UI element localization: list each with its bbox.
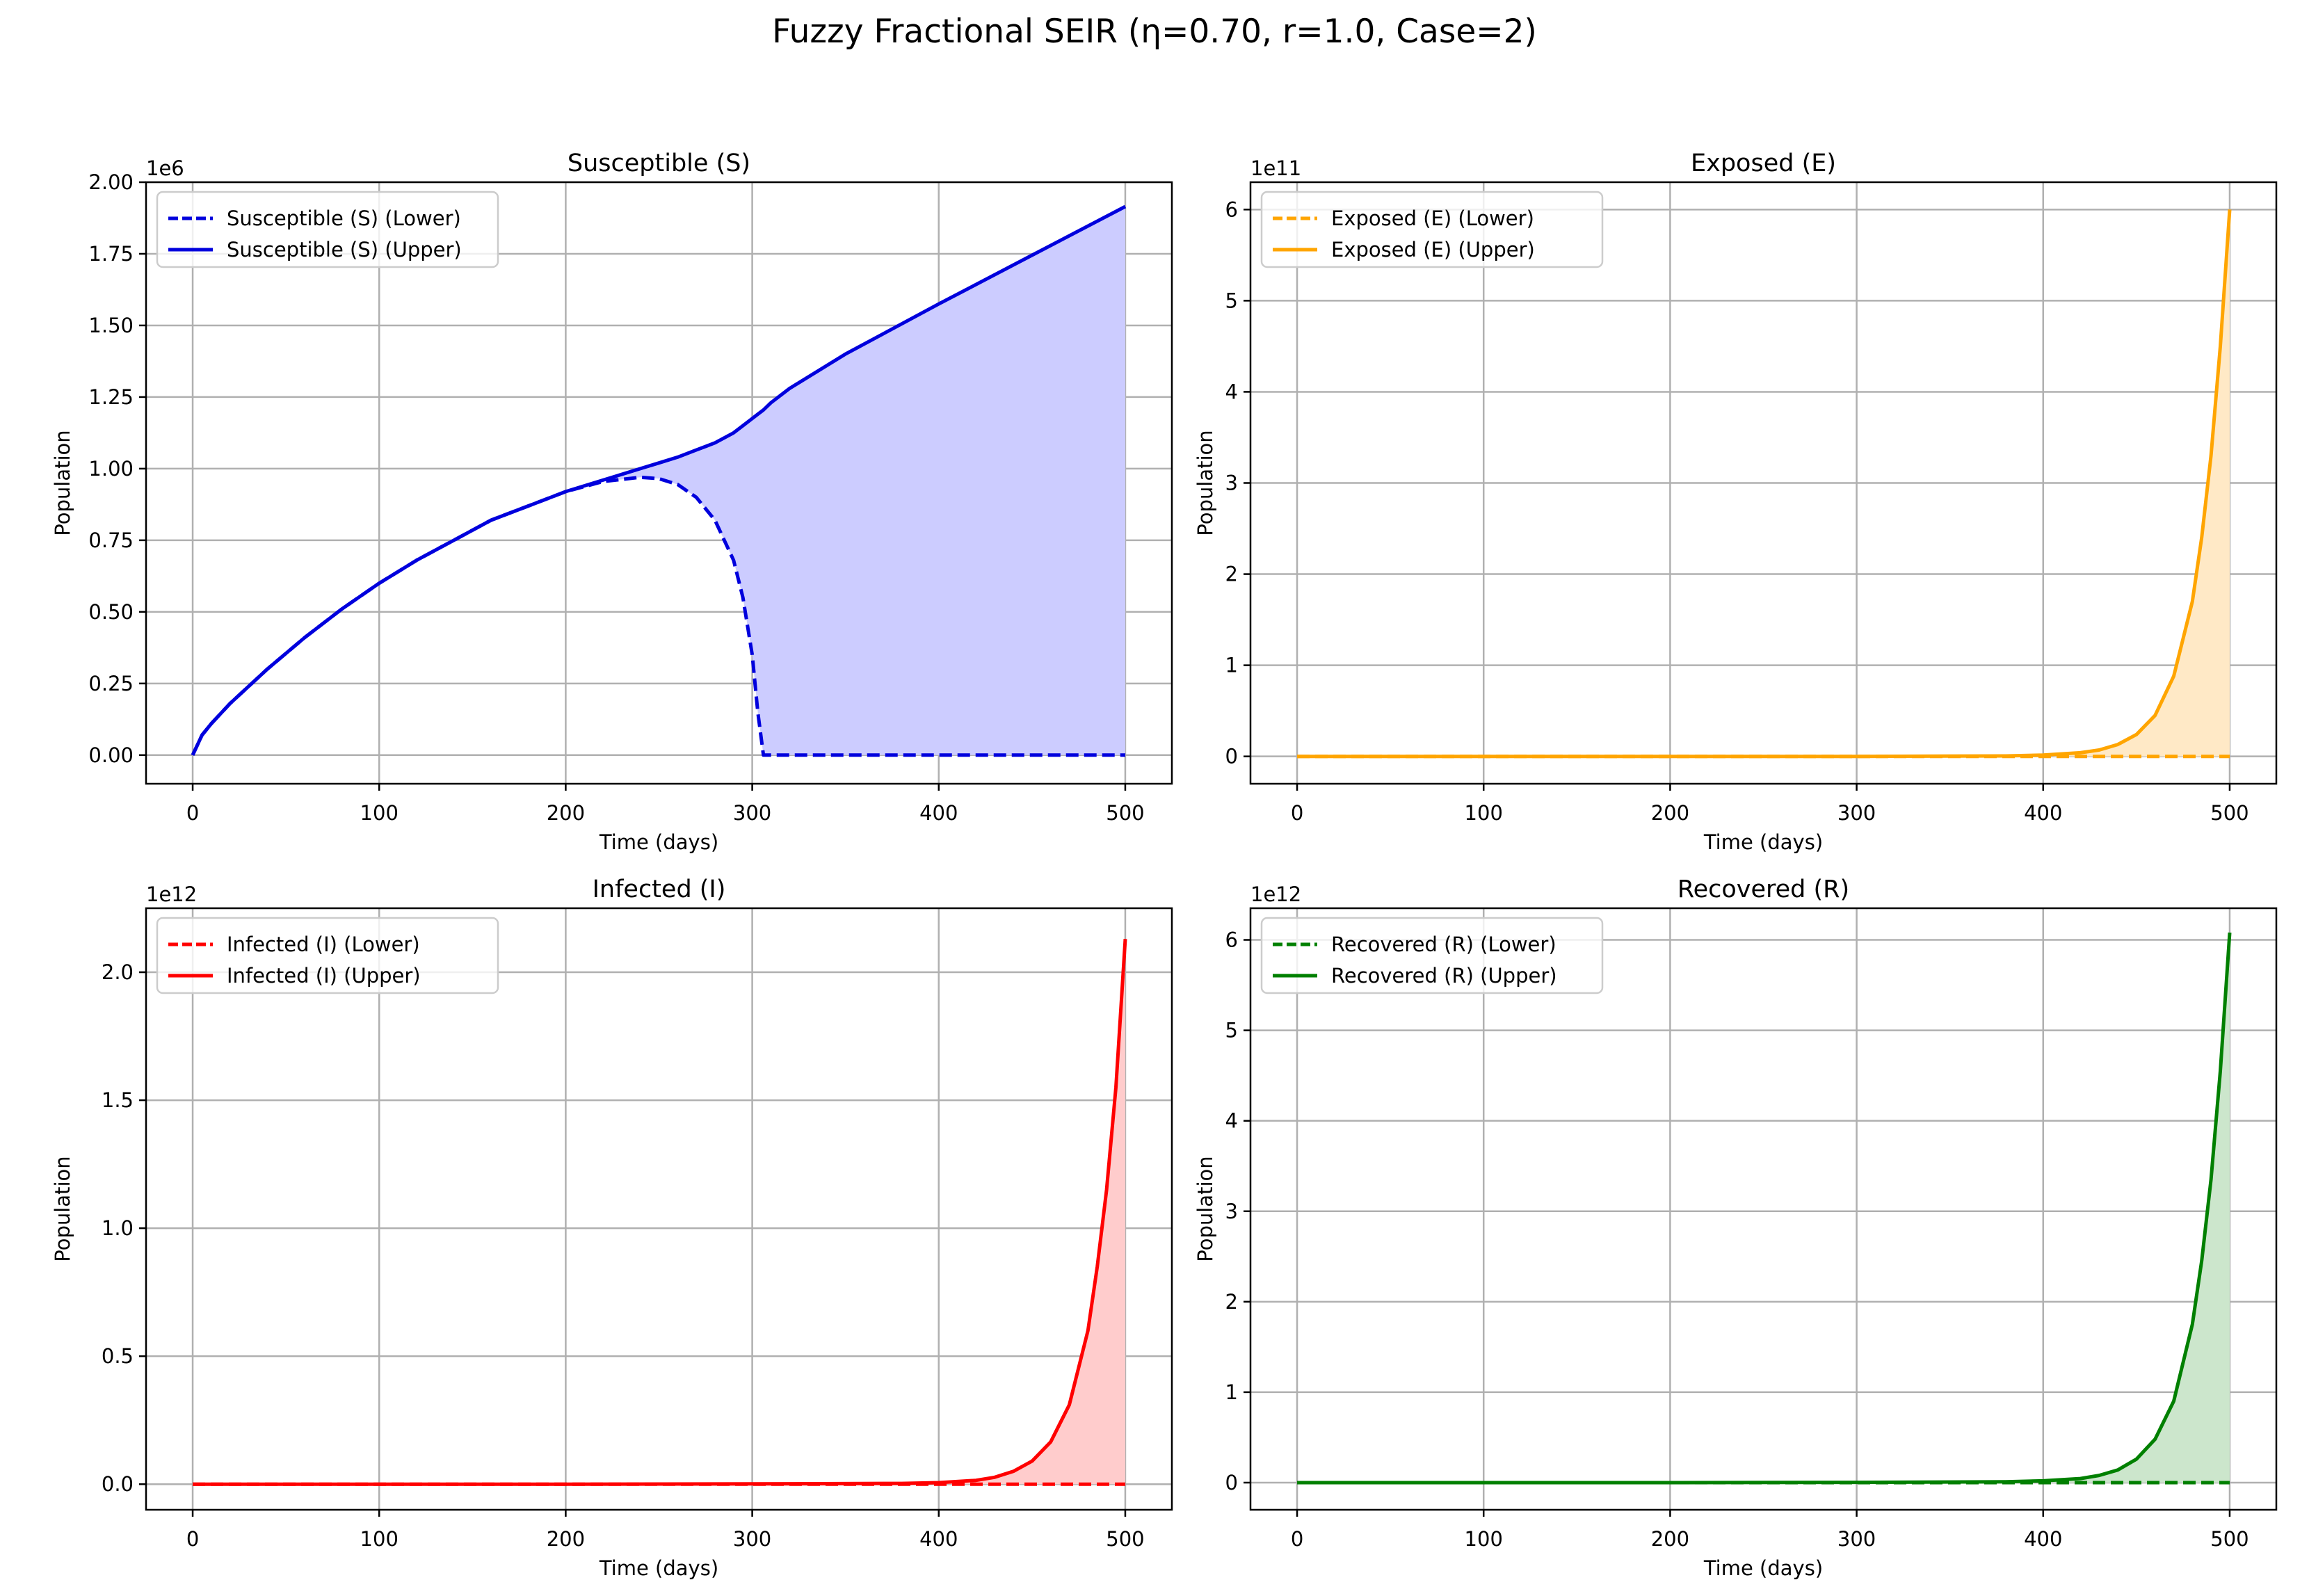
x-tick-label: 300 [733,1527,771,1551]
legend: Susceptible (S) (Lower) Susceptible (S) (… [156,191,499,268]
panel-1: 0 100 200 300 400 500 0.00 0.25 0.50 0.75 1.00 1.25… [51,150,1173,854]
legend: Recovered (R) (Lower) Recovered (R) (Uppe… [1260,917,1604,994]
figure-title: Fuzzy Fractional SEIR (η=0.70, r=1.0, Ca… [772,13,1537,51]
y-tick-label: 0 [1225,1471,1238,1494]
axes-frame [145,907,1173,1511]
x-axis-label: Time (days) [1703,830,1823,854]
x-tick-label: 400 [2024,1527,2062,1551]
x-tick-label: 100 [1465,1527,1503,1551]
y-tick-label: 3 [1225,1200,1238,1223]
x-tick-label: 0 [186,1527,199,1551]
axis-offset-text: 1e11 [1250,156,1301,180]
x-tick-label: 200 [1651,801,1689,825]
y-tick-label: 1.25 [88,385,134,409]
axes-frame [145,181,1173,785]
axis-offset-text: 1e6 [146,156,184,180]
y-tick-label: 1.75 [88,242,134,266]
x-tick-label: 300 [733,801,771,825]
y-tick-label: 3 [1225,471,1238,495]
x-tick-label: 400 [919,1527,958,1551]
y-tick-label: 6 [1225,198,1238,221]
fill-between-band [193,939,1125,1485]
y-axis-label: Population [51,1156,74,1262]
y-tick-label: 5 [1225,289,1238,312]
panel-2: 0 100 200 300 400 500 0 1 2 3 4 5 6 1e11 Exposed (E) Ti… [1193,150,2278,854]
x-axis-label: Time (days) [1703,1556,1823,1580]
x-tick-label: 500 [2210,1527,2248,1551]
x-tick-label: 0 [186,801,199,825]
y-tick-label: 0.5 [102,1344,134,1368]
legend-box [156,191,499,268]
legend: Infected (I) (Lower) Infected (I) (Upper) [156,917,499,994]
fill-between-band [193,207,1125,755]
panel-title: Infected (I) [593,876,726,903]
x-axis-label: Time (days) [599,1556,718,1580]
y-tick-label: 0.25 [88,672,134,695]
x-tick-label: 500 [2210,801,2248,825]
axis-offset-text: 1e12 [1250,882,1301,906]
y-axis-label: Population [1193,1156,1217,1262]
axes-frame [1249,907,2278,1511]
y-tick-label: 1.5 [102,1088,134,1112]
x-tick-label: 400 [2024,801,2062,825]
y-tick-label: 5 [1225,1019,1238,1042]
x-tick-label: 100 [1465,801,1503,825]
legend-label: Susceptible (S) (Upper) [227,238,462,261]
panel-title: Exposed (E) [1691,150,1836,177]
series-line-upper [1297,932,2232,1485]
x-tick-label: 100 [360,801,399,825]
legend: Exposed (E) (Lower) Exposed (E) (Upper) [1260,191,1604,268]
y-tick-label: 2.0 [102,960,134,984]
legend-label: Exposed (E) (Lower) [1331,207,1534,230]
y-axis-label: Population [51,430,74,535]
y-tick-label: 0 [1225,745,1238,768]
panel-title: Recovered (R) [1678,876,1849,903]
y-tick-label: 1 [1225,654,1238,677]
x-tick-label: 0 [1291,801,1303,825]
x-tick-label: 0 [1291,1527,1303,1551]
x-tick-label: 300 [1837,1527,1876,1551]
legend-box [1260,191,1604,268]
panel-3: 0 100 200 300 400 500 0.0 0.5 1.0 1.5 2.0 1e12 Infec… [51,876,1173,1580]
x-tick-label: 200 [547,801,585,825]
legend-label: Susceptible (S) (Lower) [227,207,461,230]
axis-offset-text: 1e12 [146,882,197,906]
legend-label: Recovered (R) (Lower) [1331,933,1556,956]
y-tick-label: 4 [1225,1109,1238,1133]
y-axis-label: Population [1193,430,1217,535]
x-tick-label: 200 [547,1527,585,1551]
x-tick-label: 400 [919,801,958,825]
x-tick-label: 200 [1651,1527,1689,1551]
x-tick-label: 500 [1106,1527,1144,1551]
x-tick-label: 300 [1837,801,1876,825]
y-tick-label: 0.75 [88,529,134,552]
y-tick-label: 2 [1225,1290,1238,1314]
y-tick-label: 1.00 [88,457,134,481]
y-tick-label: 1.0 [102,1216,134,1240]
series-line-upper [193,939,1127,1486]
y-tick-label: 4 [1225,380,1238,403]
x-axis-label: Time (days) [599,830,718,854]
y-tick-label: 2.00 [88,170,134,194]
y-tick-label: 6 [1225,928,1238,952]
legend-label: Exposed (E) (Upper) [1331,238,1535,261]
fill-between-band [1297,933,2230,1483]
legend-box [1260,917,1604,994]
legend-label: Infected (I) (Upper) [227,964,421,988]
y-tick-label: 1 [1225,1380,1238,1404]
panel-4: 0 100 200 300 400 500 0 1 2 3 4 5 6 1e12 Recovered (R)… [1193,876,2278,1580]
y-tick-label: 0.0 [102,1472,134,1496]
series-line-lower [191,475,1125,757]
x-tick-label: 100 [360,1527,399,1551]
y-tick-label: 1.50 [88,314,134,337]
legend-label: Recovered (R) (Upper) [1331,964,1557,988]
panel-title: Susceptible (S) [568,150,750,177]
y-tick-label: 0.50 [88,600,134,624]
y-tick-label: 2 [1225,563,1238,586]
legend-label: Infected (I) (Lower) [227,933,420,956]
y-tick-label: 0.00 [88,743,134,767]
legend-box [156,917,499,994]
x-tick-label: 500 [1106,801,1144,825]
